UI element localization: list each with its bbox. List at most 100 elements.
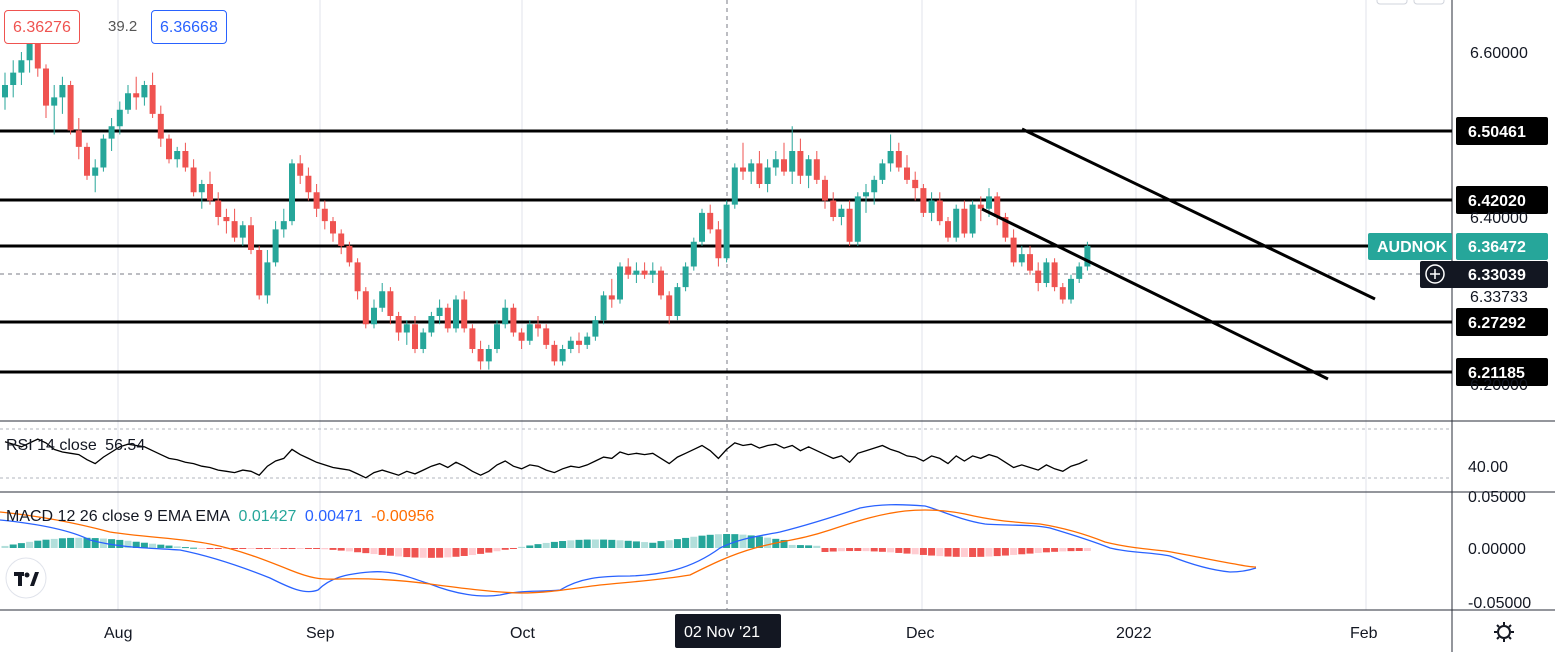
candle-body <box>264 262 271 296</box>
candle-body <box>403 324 410 333</box>
macd-line <box>0 504 1257 597</box>
macd-tick-2: 0.00000 <box>1468 541 1526 558</box>
symbol-label: AUDNOK <box>1377 239 1448 256</box>
macd-bar <box>846 548 854 552</box>
candle-body <box>469 328 476 349</box>
toolbar-button-2[interactable] <box>1413 0 1445 5</box>
time-axis[interactable]: Aug Sep Oct 02 Nov '21 Dec 2022 Feb <box>104 614 1514 648</box>
macd-bar <box>255 548 263 549</box>
candle-body <box>928 200 935 213</box>
candle-body <box>854 196 861 242</box>
macd-bar <box>263 548 271 549</box>
macd-bar <box>1051 548 1059 552</box>
macd-bar <box>485 548 493 553</box>
macd-bar <box>936 548 944 557</box>
macd-bar <box>206 548 214 549</box>
macd-bar <box>1026 548 1034 554</box>
macd-bar <box>1 545 9 548</box>
price-tick-1: 6.60000 <box>1470 45 1528 62</box>
macd-bar <box>805 545 813 548</box>
macd-bar <box>952 548 960 557</box>
candle-body <box>887 151 894 164</box>
macd-legend[interactable]: MACD 12 26 close 9 EMA EMA 0.01427 0.004… <box>6 508 438 526</box>
macd-bar <box>509 548 517 549</box>
candle-body <box>789 151 796 172</box>
macd-bar <box>501 548 509 550</box>
trendline-lower[interactable] <box>981 207 1329 381</box>
candle-body <box>1027 254 1033 271</box>
macd-bar <box>526 545 534 548</box>
level-label-1: 6.42020 <box>1468 193 1526 210</box>
candle-body <box>1035 270 1042 283</box>
candle-body <box>485 349 492 362</box>
macd-bar <box>813 545 821 548</box>
macd-bar <box>436 548 444 558</box>
macd-bar <box>50 538 58 548</box>
macd-bar <box>608 539 616 548</box>
macd-bar <box>690 536 698 548</box>
crosshair-price-label: 6.33039 <box>1468 267 1526 284</box>
candle-body <box>740 167 746 172</box>
macd-bar <box>731 534 739 548</box>
macd-bar <box>1010 548 1018 555</box>
macd-bar <box>665 540 673 548</box>
candle-body <box>576 340 582 345</box>
macd-bar <box>977 548 985 557</box>
macd-bar <box>837 548 845 552</box>
macd-bar <box>296 548 304 549</box>
candle-body <box>108 126 115 139</box>
candle-body <box>198 184 205 193</box>
candle-body <box>567 340 574 349</box>
macd-bar <box>583 539 591 548</box>
price-axis[interactable]: 6.60000 6.40000 6.20000 6.33733 6.36472 … <box>1368 45 1548 612</box>
candle-body <box>912 179 919 189</box>
candle-body <box>1002 217 1009 238</box>
bid-price: 6.36276 <box>13 19 71 36</box>
rsi-legend-value: 56.54 <box>105 437 146 454</box>
candle-body <box>1084 245 1091 267</box>
macd-bar <box>17 543 25 548</box>
rsi-line <box>4 438 1088 479</box>
level-badge-4 <box>1456 358 1548 386</box>
macd-bar <box>985 548 993 557</box>
candle-body <box>100 138 107 168</box>
macd-legend-hist: 0.01427 <box>238 508 297 525</box>
bid-price-box[interactable]: 6.36276 <box>4 10 80 44</box>
candle-body <box>1010 237 1017 263</box>
macd-bar <box>911 548 919 555</box>
candle-body <box>43 68 49 106</box>
candle-body <box>461 299 468 329</box>
macd-bar <box>58 538 66 548</box>
macd-pane <box>0 504 1257 597</box>
candle-body <box>526 324 533 341</box>
candle-body <box>289 163 295 222</box>
candle-body <box>92 167 99 176</box>
trendline-upper[interactable] <box>1021 127 1376 301</box>
candle-body <box>625 266 632 275</box>
macd-bar <box>567 540 575 548</box>
settings-gear-icon[interactable] <box>1494 622 1514 642</box>
macd-bar <box>362 548 370 554</box>
candle-body <box>477 349 484 362</box>
macd-bar <box>313 548 321 549</box>
candle-body <box>18 60 25 73</box>
candles <box>2 31 1091 370</box>
macd-bar <box>780 539 788 548</box>
macd-bar <box>706 534 714 548</box>
add-alert-icon[interactable] <box>1425 264 1445 284</box>
candle-body <box>707 212 714 230</box>
macd-bar <box>854 548 862 552</box>
candle-body <box>141 85 148 98</box>
candle-body <box>641 270 648 275</box>
ask-price-box[interactable]: 6.36668 <box>151 10 227 44</box>
candle-body <box>75 130 82 147</box>
rsi-legend[interactable]: RSI 14 close 56.54 <box>6 437 149 455</box>
candle-body <box>280 221 287 230</box>
candle-body <box>67 85 74 131</box>
macd-bar <box>165 545 173 548</box>
macd-bar <box>337 548 345 551</box>
toolbar-button-1[interactable] <box>1376 0 1408 5</box>
macd-bar <box>1042 548 1050 553</box>
candle-body <box>748 163 755 172</box>
